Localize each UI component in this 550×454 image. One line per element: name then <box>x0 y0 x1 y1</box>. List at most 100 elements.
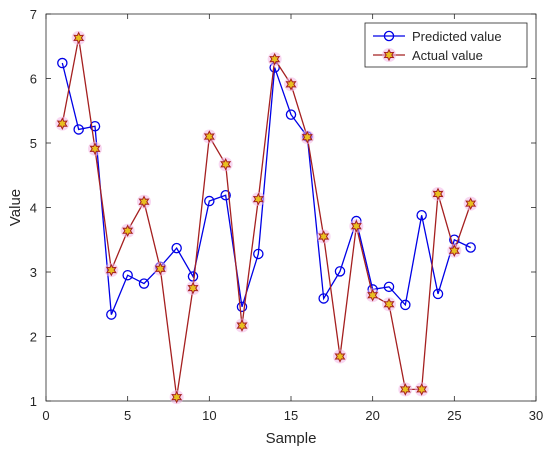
data-point-actual-23 <box>414 382 429 397</box>
data-point-actual-20 <box>365 288 380 303</box>
x-axis-label: Sample <box>266 430 317 447</box>
data-point-predicted-1 <box>57 57 68 69</box>
data-point-actual-21-star <box>383 297 395 311</box>
data-point-actual-25 <box>447 243 462 258</box>
data-point-actual-22 <box>398 382 413 397</box>
data-point-actual-4-star <box>105 263 117 277</box>
legend-entry-predicted: Predicted value <box>373 29 502 44</box>
data-point-actual-18-star <box>334 350 346 363</box>
data-point-actual-22-star <box>399 383 411 396</box>
data-point-actual-5 <box>120 223 135 238</box>
data-point-actual-5-star <box>122 224 134 238</box>
series-predicted <box>57 57 476 320</box>
y-tick-label-2: 2 <box>30 330 37 345</box>
data-point-actual-6-star <box>138 195 150 208</box>
data-point-actual-19-star <box>350 219 362 233</box>
data-point-actual-10-star <box>203 130 215 143</box>
data-point-predicted-23 <box>416 209 427 221</box>
series-layer <box>55 30 478 405</box>
data-point-actual-10 <box>202 129 217 144</box>
ticks-layer: 0 5 10 15 20 25 30 1 2 3 4 5 6 7 <box>30 7 543 423</box>
data-point-predicted-10 <box>204 195 215 207</box>
data-point-predicted-26 <box>465 242 476 253</box>
x-tick-label-15: 15 <box>284 408 298 423</box>
data-point-actual-21 <box>382 297 396 312</box>
data-point-actual-15 <box>284 77 298 92</box>
data-point-predicted-18 <box>334 266 346 277</box>
data-point-predicted-8 <box>171 242 182 254</box>
legend-symbol-1 <box>382 48 396 62</box>
data-point-actual-23-star <box>416 383 428 396</box>
legend-marker-actual <box>382 48 396 62</box>
legend-symbol-0 <box>383 30 395 42</box>
data-point-predicted-3 <box>89 120 101 132</box>
data-point-actual-16 <box>300 130 315 145</box>
legend-marker-predicted <box>383 30 395 42</box>
y-axis-label: Value <box>7 189 24 226</box>
plot-frame <box>45 13 537 402</box>
data-point-actual-1 <box>55 116 70 131</box>
data-point-actual-2 <box>71 30 86 45</box>
data-point-actual-11-star <box>220 157 232 171</box>
legend-label-predicted: Predicted value <box>412 29 502 44</box>
data-point-actual-8-star <box>171 390 183 404</box>
data-point-actual-20-star <box>367 288 379 302</box>
data-point-actual-17-star <box>318 230 330 243</box>
x-tick-label-5: 5 <box>124 408 131 423</box>
data-point-predicted-5 <box>122 269 133 281</box>
x-tick-label-10: 10 <box>202 408 216 423</box>
y-tick-label-6: 6 <box>30 72 37 87</box>
data-point-predicted-13 <box>253 248 264 260</box>
data-point-predicted-6 <box>138 278 150 289</box>
legend-symbol-1-star <box>383 48 395 62</box>
data-point-actual-7-star <box>154 262 166 276</box>
data-point-actual-12-star <box>236 319 248 332</box>
data-point-actual-3 <box>88 141 102 156</box>
data-point-actual-9 <box>186 281 200 296</box>
data-point-actual-16-star <box>301 130 313 144</box>
x-tick-label-20: 20 <box>365 408 379 423</box>
data-point-actual-19 <box>349 219 364 234</box>
data-point-actual-1-star <box>56 117 68 130</box>
x-tick-label-30: 30 <box>529 408 543 423</box>
data-point-actual-8 <box>169 390 184 405</box>
data-point-actual-2-star <box>73 31 85 45</box>
legend-entry-actual: Actual value <box>373 48 483 63</box>
data-point-actual-13 <box>251 192 266 207</box>
legend: Predicted value Actual value <box>364 22 528 68</box>
data-point-actual-9-star <box>187 281 199 295</box>
y-tick-label-1: 1 <box>30 394 37 409</box>
y-tick-label-5: 5 <box>30 136 37 151</box>
data-point-actual-26 <box>463 196 478 211</box>
series-line-predicted <box>61 62 471 315</box>
data-point-predicted-17 <box>318 293 329 304</box>
data-point-actual-6 <box>137 194 151 209</box>
data-point-predicted-22 <box>400 299 411 311</box>
data-point-predicted-11 <box>220 189 231 201</box>
y-tick-label-7: 7 <box>30 7 37 22</box>
series-actual <box>55 30 478 405</box>
data-point-actual-18 <box>333 349 347 364</box>
data-point-actual-24 <box>431 186 445 201</box>
y-tick-label-3: 3 <box>30 265 37 280</box>
data-point-predicted-21 <box>383 281 395 293</box>
data-point-actual-7 <box>153 261 168 276</box>
data-point-actual-26-star <box>465 197 477 210</box>
x-tick-label-0: 0 <box>42 408 49 423</box>
data-point-actual-15-star <box>285 78 297 91</box>
data-point-actual-4 <box>104 263 119 278</box>
data-point-actual-12 <box>235 318 249 333</box>
data-point-predicted-15 <box>285 109 297 120</box>
data-point-predicted-24 <box>432 288 444 300</box>
data-point-predicted-4 <box>106 309 117 320</box>
y-tick-label-4: 4 <box>30 201 37 216</box>
data-point-actual-24-star <box>432 187 444 201</box>
legend-label-actual: Actual value <box>412 48 483 63</box>
data-point-predicted-9 <box>187 271 199 282</box>
data-point-predicted-2 <box>73 124 84 135</box>
x-tick-label-25: 25 <box>447 408 461 423</box>
plot-area <box>45 13 537 402</box>
data-point-actual-17 <box>316 229 331 244</box>
data-point-actual-3-star <box>89 142 101 156</box>
